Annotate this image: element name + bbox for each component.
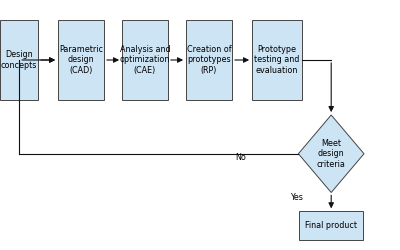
FancyBboxPatch shape bbox=[58, 20, 104, 100]
FancyBboxPatch shape bbox=[186, 20, 232, 100]
Text: Parametric
design
(CAD): Parametric design (CAD) bbox=[59, 45, 103, 75]
FancyBboxPatch shape bbox=[122, 20, 168, 100]
FancyBboxPatch shape bbox=[299, 211, 363, 240]
Text: Creation of
prototypes
(RP): Creation of prototypes (RP) bbox=[187, 45, 231, 75]
Text: Design
concepts: Design concepts bbox=[1, 50, 37, 70]
FancyBboxPatch shape bbox=[0, 20, 38, 100]
Text: Prototype
testing and
evaluation: Prototype testing and evaluation bbox=[254, 45, 300, 75]
Text: Final product: Final product bbox=[305, 221, 357, 230]
Text: Meet
design
criteria: Meet design criteria bbox=[317, 139, 346, 169]
Text: Analysis and
optimization
(CAE): Analysis and optimization (CAE) bbox=[120, 45, 170, 75]
Text: Yes: Yes bbox=[290, 193, 303, 202]
FancyBboxPatch shape bbox=[252, 20, 302, 100]
Text: No: No bbox=[235, 153, 246, 162]
Polygon shape bbox=[298, 115, 364, 192]
